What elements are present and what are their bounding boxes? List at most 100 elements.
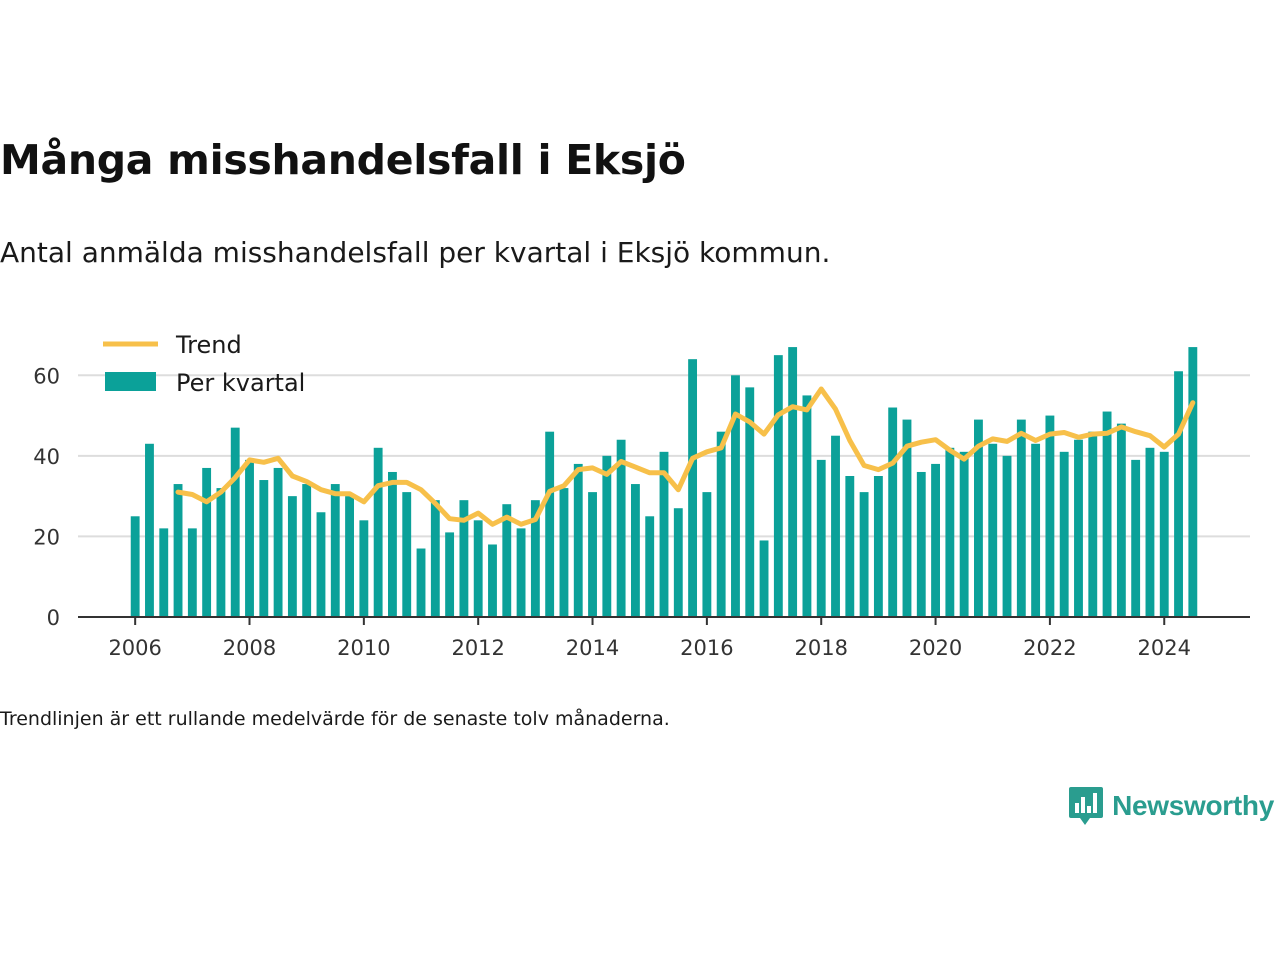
axes: 0 20 40 60 2006 2008 2010 2012 2014 2016 2018 2020 2… [33, 364, 1250, 660]
bar-per-kvartal [245, 459, 254, 617]
bar-per-kvartal [1174, 371, 1183, 617]
bar-per-kvartal [673, 508, 683, 617]
bar-per-kvartal [373, 447, 383, 617]
bar-per-kvartal [1131, 459, 1141, 617]
bar-per-kvartal [773, 355, 783, 617]
bar-per-kvartal [388, 471, 397, 617]
bar-per-kvartal [1116, 423, 1126, 617]
bar-per-kvartal [559, 488, 569, 617]
chart-area: 0 20 40 60 2006 2008 2010 2012 2014 2016 2018 2020 2… [33, 331, 1250, 660]
brand-logo: Newsworthy [1068, 784, 1274, 828]
x-tick-label: 2008 [223, 636, 276, 660]
x-tick-label: 2024 [1138, 636, 1191, 660]
newsworthy-logo-icon [1069, 787, 1104, 825]
x-tick-label: 2018 [794, 636, 847, 660]
bar-per-kvartal [273, 467, 283, 617]
bar-per-kvartal [816, 459, 826, 617]
bar-per-kvartal [888, 407, 898, 617]
y-tick-label: 60 [33, 364, 60, 388]
bar-per-kvartal [445, 532, 455, 617]
bar-per-kvartal [859, 492, 869, 617]
bar-per-kvartal [702, 492, 712, 617]
bar-per-kvartal [931, 463, 940, 617]
chart-subtitle: Antal anmälda misshandelsfall per kvarta… [0, 236, 831, 269]
bar-per-kvartal [1102, 411, 1112, 617]
bar-per-kvartal [645, 516, 655, 617]
bar-per-kvartal [659, 451, 669, 617]
bar-per-kvartal [202, 467, 212, 617]
brand-name: Newsworthy [1112, 790, 1274, 821]
bar-per-kvartal [1002, 455, 1012, 617]
bar-per-kvartal [459, 500, 469, 617]
legend-label-per-kvartal: Per kvartal [176, 369, 305, 397]
x-tick-label: 2016 [680, 636, 733, 660]
bar-per-kvartal [145, 443, 154, 617]
bar-per-kvartal [988, 443, 998, 617]
bar-per-kvartal [945, 447, 955, 617]
bar-per-kvartal [902, 419, 912, 617]
bar-per-kvartal [1159, 451, 1169, 617]
bar-per-kvartal [330, 484, 340, 617]
footnote: Trendlinjen är ett rullande medelvärde f… [0, 708, 670, 730]
bar-per-kvartal [759, 540, 769, 617]
bar-series-per-kvartal [130, 347, 1198, 617]
bar-per-kvartal [688, 359, 698, 617]
bar-per-kvartal [216, 488, 226, 617]
bar-per-kvartal [316, 512, 326, 617]
bar-per-kvartal [345, 496, 354, 617]
bar-per-kvartal [731, 375, 740, 617]
bar-per-kvartal [359, 520, 369, 617]
bar-per-kvartal [402, 492, 412, 617]
bar-per-kvartal [130, 516, 140, 617]
bar-per-kvartal [831, 435, 840, 617]
bar-per-kvartal [802, 395, 812, 617]
bar-per-kvartal [1074, 439, 1083, 617]
bar-per-kvartal [488, 544, 497, 617]
bar-per-kvartal [416, 548, 426, 617]
x-tick-label: 2020 [909, 636, 962, 660]
bar-per-kvartal [974, 419, 983, 617]
bar-per-kvartal [630, 484, 640, 617]
bar-per-kvartal [1145, 447, 1155, 617]
bar-per-kvartal [287, 496, 297, 617]
x-tick-label: 2012 [451, 636, 504, 660]
y-tick-label: 0 [47, 606, 60, 630]
bar-per-kvartal [302, 484, 312, 617]
y-tick-label: 40 [33, 445, 60, 469]
bar-per-kvartal [1059, 451, 1069, 617]
chart-title: Många misshandelsfall i Eksjö [0, 136, 686, 184]
bar-per-kvartal [230, 427, 240, 617]
bar-per-kvartal [187, 528, 197, 617]
bar-per-kvartal [530, 500, 540, 617]
x-tick-label: 2010 [337, 636, 390, 660]
bar-per-kvartal [788, 347, 798, 617]
legend-swatch-per-kvartal [105, 372, 156, 391]
bar-per-kvartal [173, 484, 183, 617]
bar-per-kvartal [845, 476, 855, 617]
x-tick-label: 2006 [108, 636, 161, 660]
bar-per-kvartal [616, 439, 626, 617]
bar-per-kvartal [745, 387, 755, 617]
legend: Trend Per kvartal [103, 331, 305, 397]
x-tick-label: 2014 [566, 636, 619, 660]
bar-per-kvartal [545, 431, 555, 617]
bar-per-kvartal [1045, 415, 1055, 617]
bar-per-kvartal [959, 451, 969, 617]
bar-per-kvartal [430, 500, 440, 617]
bar-per-kvartal [1188, 347, 1198, 617]
bar-per-kvartal [873, 476, 883, 617]
bar-per-kvartal [916, 471, 926, 617]
bar-per-kvartal [1088, 431, 1098, 617]
line-series-trend [175, 386, 1196, 527]
y-tick-label: 20 [33, 525, 60, 549]
bar-per-kvartal [573, 463, 583, 617]
bar-per-kvartal [516, 528, 526, 617]
bar-per-kvartal [259, 480, 269, 617]
bar-per-kvartal [1016, 419, 1026, 617]
trend-line [175, 386, 1196, 527]
bar-per-kvartal [1031, 443, 1041, 617]
legend-label-trend: Trend [175, 331, 242, 359]
bar-per-kvartal [159, 528, 169, 617]
bar-per-kvartal [502, 504, 512, 617]
x-tick-label: 2022 [1023, 636, 1076, 660]
